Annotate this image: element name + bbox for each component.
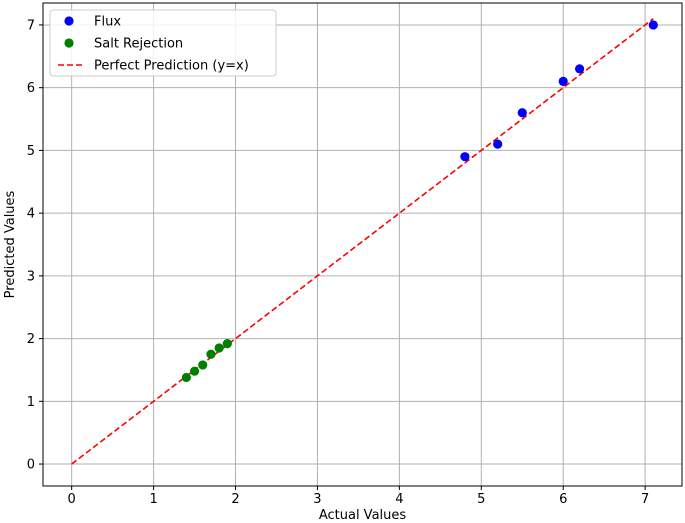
legend-label-salt-rejection: Salt Rejection (94, 37, 183, 52)
y-tick-label: 6 (27, 81, 35, 96)
salt-rejection-point (222, 339, 232, 349)
x-tick-label: 1 (149, 492, 157, 507)
x-tick-label: 5 (477, 492, 485, 507)
flux-point (460, 152, 470, 162)
x-tick-label: 6 (559, 492, 567, 507)
y-tick-label: 3 (27, 269, 35, 284)
x-tick-label: 0 (68, 492, 76, 507)
x-tick-label: 7 (641, 492, 649, 507)
flux-point (517, 108, 527, 118)
flux-point (493, 139, 503, 149)
perfect-prediction-line (71, 18, 654, 465)
y-tick-label: 5 (27, 144, 35, 159)
x-tick-label: 2 (231, 492, 239, 507)
y-tick-label: 1 (27, 395, 35, 410)
legend: Flux Salt Rejection Perfect Prediction (y=… (49, 9, 277, 77)
y-tick-label: 0 (27, 458, 35, 473)
flux-point (574, 64, 585, 74)
axis-ticks: 0 1 2 3 4 5 6 7 0 1 2 3 4 5 6 7 (27, 18, 650, 507)
salt-rejection-point (189, 366, 200, 376)
x-tick-label: 3 (313, 492, 321, 507)
salt-rejection-point (206, 349, 216, 359)
y-tick-label: 2 (27, 332, 35, 347)
x-axis-label: Actual Values (319, 508, 407, 523)
plot-frame (42, 2, 683, 487)
data-points (181, 20, 658, 383)
y-axis-label: Predicted Values (3, 190, 18, 298)
salt-rejection-point (181, 372, 191, 383)
salt-rejection-point (198, 360, 208, 370)
legend-marker-flux (64, 16, 74, 26)
legend-label-flux: Flux (94, 15, 121, 30)
grid (43, 3, 682, 486)
y-tick-label: 4 (27, 207, 35, 222)
legend-label-perfect-prediction-y-x: Perfect Prediction (y=x) (94, 59, 249, 74)
y-tick-label: 7 (27, 18, 35, 33)
flux-point (558, 76, 568, 87)
salt-rejection-point (214, 343, 224, 353)
legend-box (49, 9, 277, 77)
legend-marker-salt-rejection (64, 38, 74, 48)
reference-lines (71, 18, 654, 465)
flux-point (648, 20, 658, 30)
x-tick-label: 4 (395, 492, 403, 507)
